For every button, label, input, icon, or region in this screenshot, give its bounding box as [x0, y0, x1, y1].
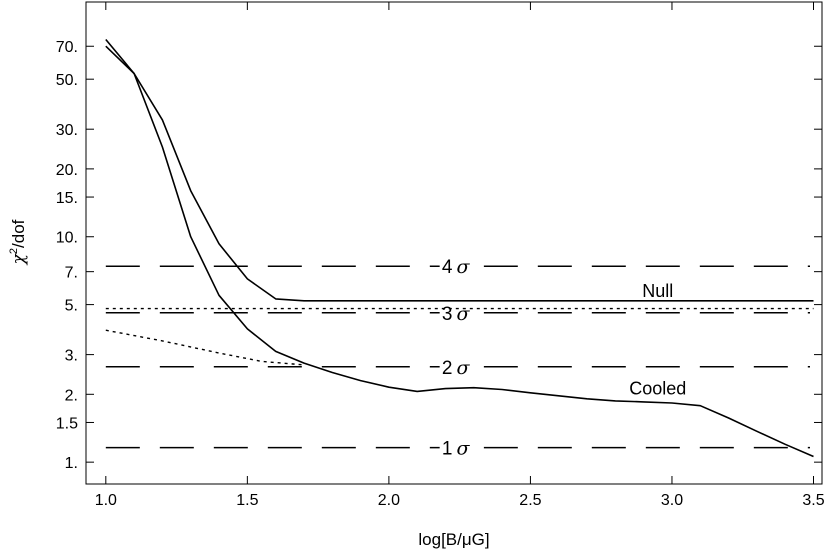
y-axis-label-rest: /dof: [9, 219, 28, 248]
annotations: Null Cooled: [629, 281, 686, 399]
sigma-label-bg: [439, 437, 484, 458]
y-tick-label: 1.: [65, 455, 78, 472]
y-tick-label: 3.: [65, 348, 78, 365]
y-tick-label: 70.: [56, 39, 78, 56]
x-tick-label: 2.5: [519, 492, 541, 509]
axis-ticks: 1.0 1.5 2.0 2.5 3.0 3.5 1. 1.5 2. 3. 5. 7. 10. 15. 20.…: [56, 2, 825, 509]
y-tick-label: 2.: [65, 387, 78, 404]
sigma-label-number: 2: [442, 358, 453, 379]
sigma-label-number: 4: [442, 257, 453, 278]
y-axis-label: χ2/dof: [8, 219, 29, 265]
y-tick-label: 1.5: [56, 415, 78, 432]
x-tick-label: 3.0: [661, 492, 683, 509]
y-tick-label: 15.: [56, 190, 78, 207]
y-tick-label: 7.: [65, 265, 78, 282]
sigma-label-symbol: σ: [456, 438, 470, 460]
sigma-label-symbol: σ: [456, 303, 470, 325]
y-axis-label-sup: 2: [8, 248, 20, 254]
sigma-lines: 1 σ2 σ3 σ4 σ: [105, 256, 810, 460]
series-lines: [105, 38, 814, 458]
x-tick-label: 1.5: [236, 492, 258, 509]
annotation-cooled: Cooled: [629, 379, 686, 399]
x-tick-label: 3.5: [802, 492, 824, 509]
y-tick-label: 5.: [65, 298, 78, 315]
series-line-dotted-3: [105, 329, 305, 366]
sigma-label-number: 1: [442, 439, 453, 460]
y-tick-label: 10.: [56, 230, 78, 247]
plot-frame: [85, 1, 823, 485]
annotation-null: Null: [642, 281, 673, 301]
y-tick-label: 50.: [56, 72, 78, 89]
y-axis-label-chi: χ: [9, 252, 29, 265]
series-line-cooled: [105, 45, 814, 458]
y-tick-label: 30.: [56, 122, 78, 139]
sigma-label-bg: [439, 302, 484, 323]
x-axis-label: log[B/μG]: [418, 530, 489, 549]
sigma-label-symbol: σ: [456, 256, 470, 278]
series-line-null: [105, 38, 814, 302]
sigma-label-number: 3: [442, 304, 453, 325]
sigma-label-symbol: σ: [456, 357, 470, 379]
x-tick-label: 1.0: [95, 492, 117, 509]
x-tick-label: 2.0: [378, 492, 400, 509]
sigma-label-bg: [439, 256, 484, 277]
y-tick-label: 20.: [56, 162, 78, 179]
sigma-label-bg: [439, 356, 484, 377]
